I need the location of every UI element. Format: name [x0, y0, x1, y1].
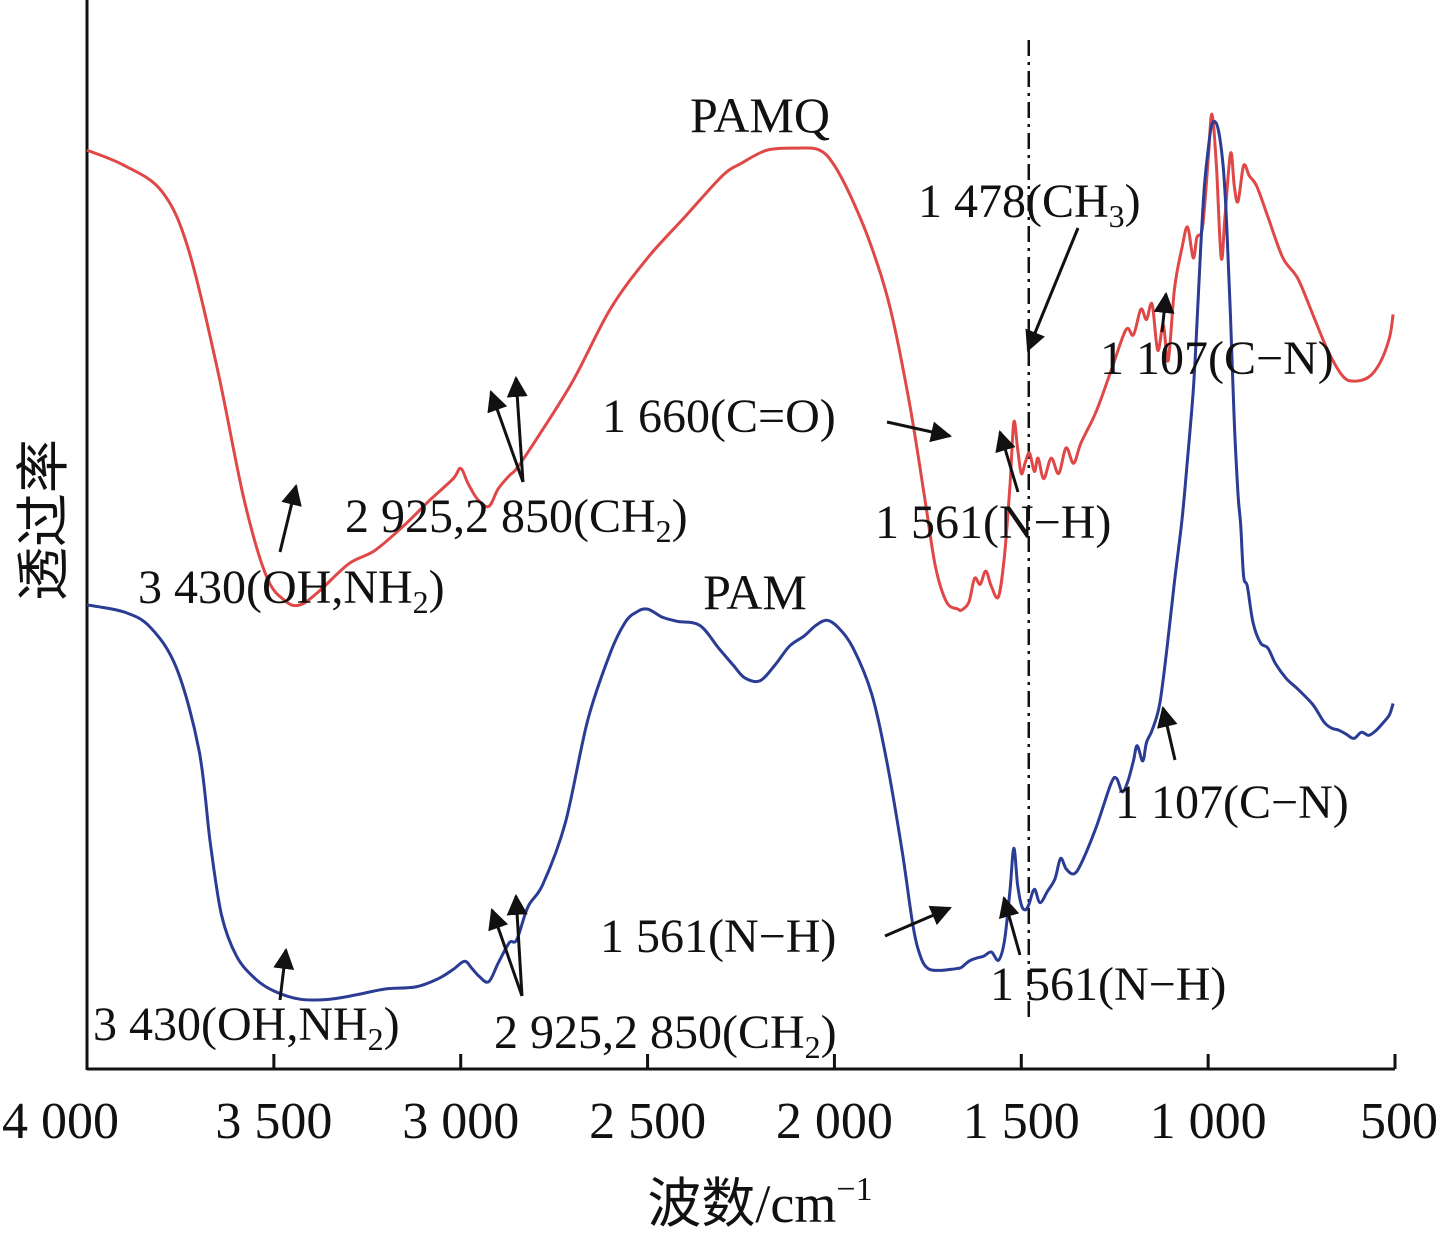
x-axis-label: 波数/cm	[647, 1174, 836, 1234]
annotation-label: 1 561(N−H)	[600, 910, 836, 963]
annotation-tail: )	[429, 561, 445, 614]
x-axis-label-superscript: −1	[836, 1171, 872, 1208]
x-tick-label: 3 500	[215, 1093, 332, 1150]
x-tick-label: 3 000	[402, 1093, 519, 1150]
series-layer	[86, 112, 1395, 1002]
annotation-pam-1107: 1 107(C−N)	[1115, 705, 1349, 829]
annotation-tail: )	[821, 1006, 837, 1059]
annotation-tail: )	[1125, 175, 1141, 228]
annotation-sub: 2	[368, 1021, 384, 1057]
annotation-pam-2925-2850: 2 925,2 850(CH2)	[488, 893, 837, 1065]
x-ticks	[85, 1054, 1397, 1069]
annotation-pamq-3430: 3 430(OH,NH2)	[138, 483, 445, 620]
svg-text:1 478(CH3): 1 478(CH3)	[918, 175, 1141, 234]
x-tick-label: 1 000	[1150, 1093, 1267, 1150]
annotation-pam-3430: 3 430(OH,NH2)	[93, 947, 400, 1057]
x-tick-label: 1 500	[963, 1093, 1080, 1150]
x-tick-label: 2 000	[776, 1093, 893, 1150]
annotation-label: 1 561(N−H)	[990, 958, 1226, 1011]
annotation-label: 2 925,2 850(CH	[494, 1006, 805, 1059]
series-label-pam: PAM	[703, 564, 807, 620]
svg-text:3 430(OH,NH2): 3 430(OH,NH2)	[93, 998, 400, 1057]
svg-text:波数/cm−1: 波数/cm−1	[647, 1171, 872, 1234]
svg-text:2 925,2 850(CH2): 2 925,2 850(CH2)	[494, 1006, 837, 1065]
annotation-tail: )	[672, 490, 688, 543]
annotation-label: 3 430(OH,NH	[138, 561, 413, 614]
annotation-sub: 2	[805, 1029, 821, 1065]
axes	[85, 0, 1395, 1071]
x-tick-label: 4 000	[2, 1093, 119, 1150]
annotation-sub: 2	[656, 513, 672, 549]
annotation-label: 1 561(N−H)	[875, 496, 1111, 549]
annotation-label: 1 478(CH	[918, 175, 1109, 228]
series-line-pam	[86, 119, 1395, 1002]
annotation-pamq-1107: 1 107(C−N)	[1100, 291, 1334, 385]
series-label-pamq: PAMQ	[690, 87, 830, 143]
annotation-label: 1 660(C=O)	[602, 390, 836, 443]
x-tick-labels: 4 000 3 500 3 000 2 500 2 000 1 500 1 000 500	[2, 1093, 1438, 1150]
svg-text:2 925,2 850(CH2): 2 925,2 850(CH2)	[345, 490, 688, 549]
svg-text:3 430(OH,NH2): 3 430(OH,NH2)	[138, 561, 445, 620]
annotation-pamq-1478: 1 478(CH3)	[918, 175, 1141, 352]
annotation-pamq-1561: 1 561(N−H)	[875, 429, 1111, 549]
annotation-sub: 3	[1109, 198, 1125, 234]
annotation-label: 1 107(C−N)	[1115, 776, 1349, 829]
annotation-sub: 2	[413, 584, 429, 620]
annotation-pamq-2925-2850: 2 925,2 850(CH2)	[345, 375, 688, 549]
annotation-label: 1 107(C−N)	[1100, 332, 1334, 385]
annotation-pam-1660: 1 561(N−H)	[600, 905, 952, 963]
y-axis-label: 透过率	[14, 439, 74, 601]
x-tick-label: 2 500	[589, 1093, 706, 1150]
annotation-pamq-1660: 1 660(C=O)	[602, 390, 953, 443]
annotation-label: 2 925,2 850(CH	[345, 490, 656, 543]
x-tick-label: 500	[1360, 1093, 1438, 1150]
annotation-label: 3 430(OH,NH	[93, 998, 368, 1051]
annotation-tail: )	[384, 998, 400, 1051]
annotation-pam-1561: 1 561(N−H)	[990, 895, 1226, 1011]
